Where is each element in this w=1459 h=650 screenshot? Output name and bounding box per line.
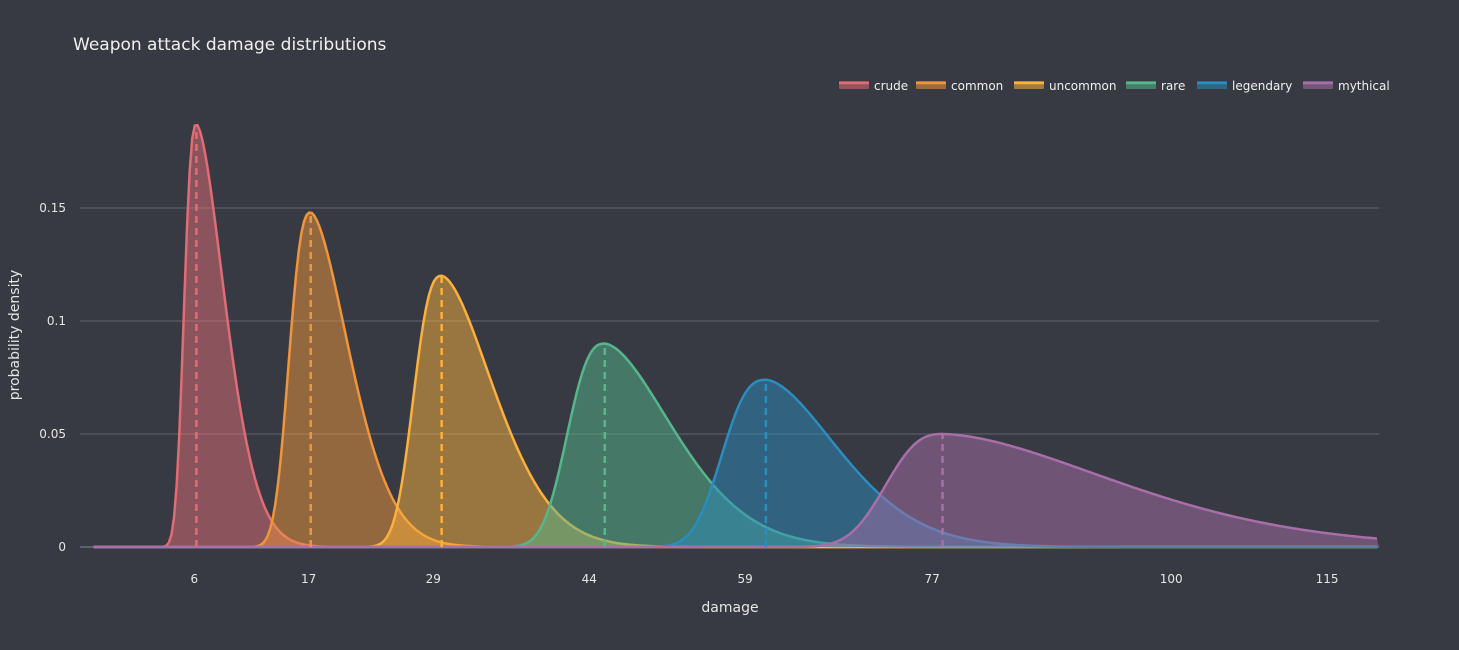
legend-item-uncommon[interactable]: uncommon xyxy=(1014,79,1116,93)
legend-label: common xyxy=(951,79,1003,93)
x-tick-label: 44 xyxy=(582,572,597,586)
x-tick-label: 59 xyxy=(737,572,752,586)
x-tick-label: 77 xyxy=(925,572,940,586)
legend-item-crude[interactable]: crude xyxy=(839,79,908,93)
y-tick-label: 0.1 xyxy=(47,314,66,328)
mode-markers xyxy=(195,124,944,547)
legend-label: legendary xyxy=(1232,79,1292,93)
x-tick-label: 100 xyxy=(1160,572,1183,586)
series-areas xyxy=(93,123,1379,549)
y-tick-label: 0.15 xyxy=(39,201,66,215)
x-axis-ticks: 6 17 29 44 59 77 100 115 xyxy=(190,572,1338,586)
series-area-legendary xyxy=(93,379,1379,547)
x-tick-label: 29 xyxy=(426,572,441,586)
y-tick-label: 0.05 xyxy=(39,427,66,441)
series-area-crude xyxy=(93,125,1379,547)
x-tick-label: 17 xyxy=(301,572,316,586)
series-area-common xyxy=(93,212,1379,547)
series-area-uncommon xyxy=(93,275,1379,547)
y-axis-ticks: 0 0.05 0.1 0.15 xyxy=(39,201,66,554)
legend-label: mythical xyxy=(1338,79,1390,93)
legend: crude common uncommon rare legendary mythical xyxy=(839,79,1390,93)
x-tick-label: 6 xyxy=(190,572,198,586)
legend-label: crude xyxy=(874,79,908,93)
x-axis-title: damage xyxy=(701,600,758,616)
x-tick-label: 115 xyxy=(1316,572,1339,586)
legend-label: uncommon xyxy=(1049,79,1116,93)
chart-title: Weapon attack damage distributions xyxy=(73,35,387,55)
legend-item-common[interactable]: common xyxy=(916,79,1003,93)
legend-item-mythical[interactable]: mythical xyxy=(1303,79,1390,93)
series-line-mythical xyxy=(93,432,1378,549)
y-axis-title: probability density xyxy=(7,270,23,400)
legend-label: rare xyxy=(1161,79,1185,93)
y-tick-label: 0 xyxy=(58,540,66,554)
legend-item-legendary[interactable]: legendary xyxy=(1197,79,1292,93)
legend-item-rare[interactable]: rare xyxy=(1126,79,1185,93)
series-area-mythical xyxy=(93,434,1379,547)
